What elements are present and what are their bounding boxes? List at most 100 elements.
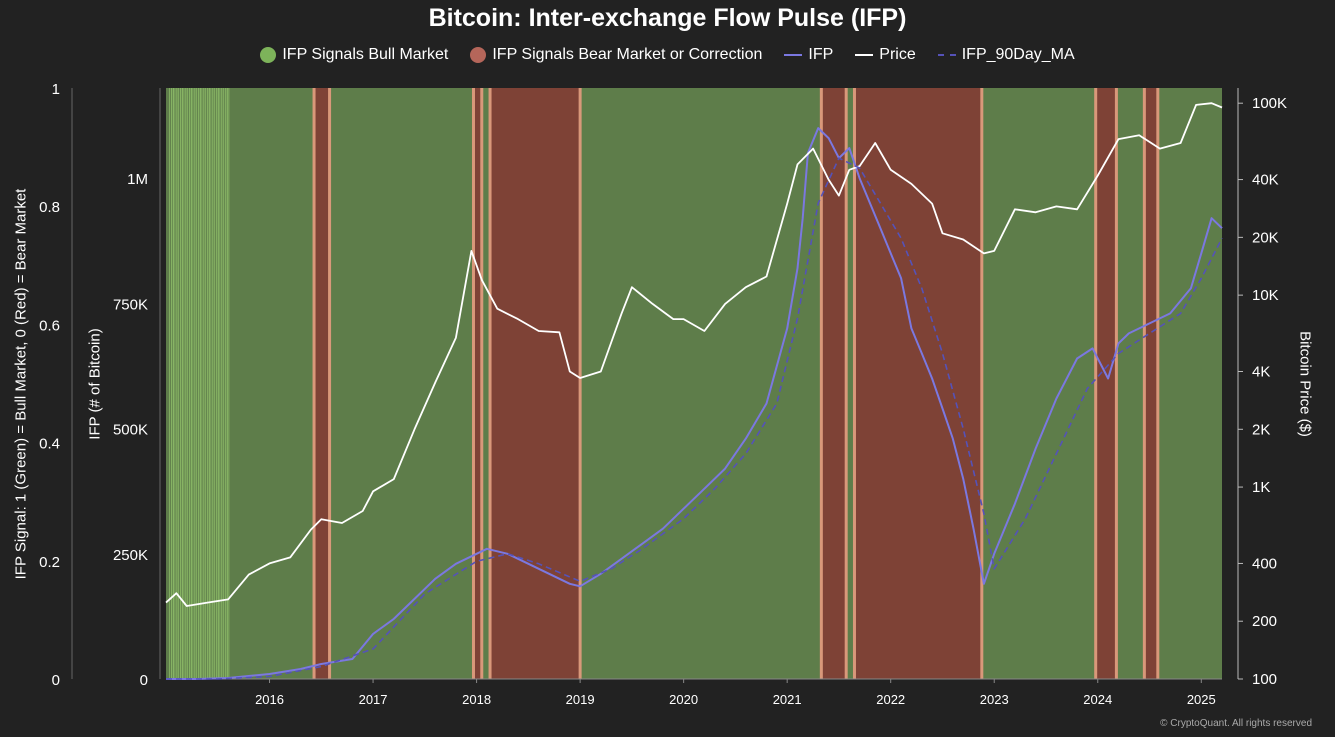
x-tick-label: 2017 [359, 692, 388, 707]
early-bull-stripe [224, 88, 226, 679]
early-bull-stripe [170, 88, 172, 679]
legend-bull-label: IFP Signals Bull Market [282, 46, 449, 63]
y-axis-ifp-label: IFP (# of Bitcoin) [86, 328, 104, 440]
bear-region-edge-end-3 [844, 88, 848, 679]
bear-region-6 [1144, 88, 1158, 679]
early-bull-stripe [201, 88, 203, 679]
bear-region-4 [854, 88, 982, 679]
y-price-tick-label: 200 [1252, 613, 1277, 630]
legend-item-ma[interactable]: IFP_90Day_MA [937, 46, 1075, 64]
series-line-price [165, 102, 1223, 607]
bear-region-3 [821, 88, 847, 679]
early-bull-stripe [226, 88, 228, 679]
early-bull-stripe [223, 88, 224, 679]
bear-region-edge-start-1 [471, 88, 475, 679]
bear-region-1 [473, 88, 482, 679]
legend-ma-label: IFP_90Day_MA [961, 46, 1075, 63]
y-price-tick-label: 400 [1252, 555, 1277, 572]
y-signal-tick-label: 0.4 [39, 436, 60, 453]
early-bull-stripe [192, 88, 194, 679]
y-price-tick-label: 1K [1252, 479, 1270, 496]
legend: IFP Signals Bull Market IFP Signals Bear… [0, 46, 1335, 64]
y-signal-tick-label: 0.8 [39, 199, 60, 216]
y-price-tick-label: 40K [1252, 172, 1279, 189]
y-ifp-tick-label: 1M [127, 171, 148, 188]
y-price-tick-label: 10K [1252, 287, 1279, 304]
x-tick-label: 2020 [669, 692, 698, 707]
early-bull-stripe [179, 88, 181, 679]
bear-region-edge-start-3 [819, 88, 823, 679]
bear-region-edge-start-4 [852, 88, 856, 679]
x-tick-label: 2022 [876, 692, 905, 707]
early-bull-stripe [205, 88, 206, 679]
bear-region-0 [314, 88, 330, 679]
y-signal-tick-label: 0.6 [39, 317, 60, 334]
y-ifp-tick-label: 0 [140, 672, 148, 689]
early-bull-stripe [187, 88, 188, 679]
y-price-tick-label: 100 [1252, 671, 1277, 688]
x-tick-label: 2019 [566, 692, 595, 707]
legend-bear-label: IFP Signals Bear Market or Correction [492, 46, 763, 63]
bear-region-2 [490, 88, 581, 679]
early-bull-stripe [197, 88, 199, 679]
legend-bear-swatch-icon [470, 47, 487, 63]
bear-region-edge-start-0 [312, 88, 316, 679]
early-bull-stripe [181, 88, 183, 679]
bear-region-edge-end-2 [578, 88, 582, 679]
early-bull-stripe [196, 88, 197, 679]
y-axis-price-label: Bitcoin Price ($) [1296, 331, 1314, 437]
early-bull-stripe [174, 88, 176, 679]
early-bull-stripe [208, 88, 210, 679]
y-price-tick-label: 20K [1252, 229, 1279, 246]
early-bull-stripe [210, 88, 212, 679]
early-bull-stripe [221, 88, 223, 679]
early-bull-stripe [183, 88, 185, 679]
early-bull-stripe [172, 88, 175, 679]
y-signal-tick-label: 0.2 [39, 554, 60, 571]
x-tick-label: 2024 [1083, 692, 1112, 707]
legend-price-label: Price [879, 46, 916, 63]
y-ifp-tick-label: 500K [113, 422, 148, 439]
bear-region-edge-end-0 [328, 88, 332, 679]
bear-region-edge-start-2 [488, 88, 492, 679]
y-axis-signal-label: IFP Signal: 1 (Green) = Bull Market, 0 (… [12, 188, 30, 580]
early-bull-stripe [169, 88, 170, 679]
legend-price-swatch-icon [855, 54, 874, 56]
y-price-tick-label: 4K [1252, 364, 1270, 381]
bear-region-edge-start-6 [1142, 88, 1146, 679]
early-bull-stripe [219, 88, 221, 679]
x-tick-label: 2018 [462, 692, 491, 707]
x-tick-label: 2021 [773, 692, 802, 707]
x-tick-label: 2025 [1187, 692, 1216, 707]
x-tick-label: 2023 [980, 692, 1009, 707]
copyright-text: © CryptoQuant. All rights reserved [1160, 718, 1312, 729]
legend-item-bull[interactable]: IFP Signals Bull Market [260, 46, 448, 64]
y-signal-tick-label: 0 [52, 672, 60, 689]
early-bull-stripe [206, 88, 208, 679]
x-tick-label: 2016 [255, 692, 284, 707]
legend-ifp-swatch-icon [784, 54, 803, 56]
legend-item-ifp[interactable]: IFP [784, 46, 833, 64]
bear-region-edge-start-5 [1094, 88, 1098, 679]
y-ifp-tick-label: 750K [113, 296, 148, 313]
series-line-ifp [166, 127, 1223, 680]
bear-region-edge-end-1 [480, 88, 484, 679]
y-price-tick-label: 2K [1252, 421, 1270, 438]
chart-title: Bitcoin: Inter-exchange Flow Pulse (IFP) [428, 4, 907, 32]
early-bull-stripe [212, 88, 214, 679]
early-bull-stripe [228, 88, 230, 679]
bear-region-5 [1095, 88, 1117, 679]
bull-region [166, 88, 1222, 679]
legend-ifp-label: IFP [808, 46, 834, 63]
legend-bull-swatch-icon [260, 47, 277, 63]
early-bull-stripe [188, 88, 190, 679]
y-signal-tick-label: 1 [52, 81, 60, 98]
series-line-ifp-90day-ma [166, 157, 1223, 680]
y-ifp-tick-label: 250K [113, 547, 148, 564]
early-bull-stripe [194, 88, 196, 679]
legend-item-price[interactable]: Price [855, 46, 916, 64]
legend-item-bear[interactable]: IFP Signals Bear Market or Correction [470, 46, 762, 64]
bear-region-edge-end-5 [1114, 88, 1118, 679]
early-bull-stripe [203, 88, 205, 679]
